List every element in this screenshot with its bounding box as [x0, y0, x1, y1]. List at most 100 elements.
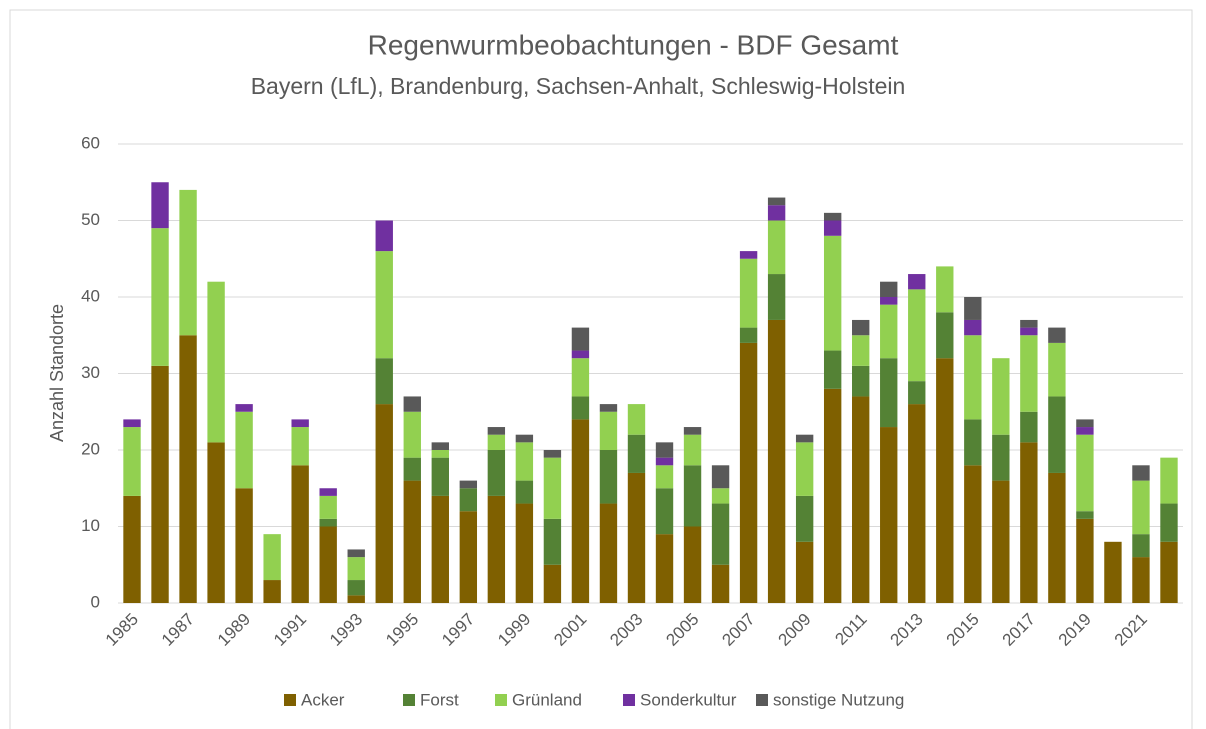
bar-segment: [151, 228, 169, 366]
bar-segment: [1076, 518, 1094, 603]
bar-segment: [627, 472, 646, 603]
bar-segment: [571, 396, 590, 420]
bar-segment: [767, 197, 786, 206]
bar-segment: [515, 442, 534, 481]
bar-segment: [823, 388, 842, 603]
y-tick-label: 50: [81, 210, 100, 229]
y-axis-label: Anzahl Standorte: [47, 304, 67, 442]
bar-segment: [992, 480, 1010, 603]
legend-swatch: [403, 694, 415, 706]
bar-segment: [459, 488, 478, 512]
bar-segment: [1048, 396, 1066, 473]
bar-segment: [487, 434, 506, 450]
legend-label: sonstige Nutzung: [773, 690, 904, 709]
bar-segment: [992, 358, 1010, 435]
bar-segment: [1160, 457, 1178, 504]
bar-segment: [263, 580, 281, 603]
y-tick-label: 30: [81, 363, 100, 382]
y-tick-label: 60: [81, 133, 100, 152]
bar-segment: [319, 518, 337, 527]
bar-segment: [375, 251, 393, 359]
bar-segment: [207, 281, 225, 443]
bar-segment: [1048, 327, 1066, 343]
bar-segment: [1076, 434, 1094, 512]
bar-segment: [1132, 534, 1150, 558]
bar-segment: [823, 350, 842, 389]
bar-segment: [123, 495, 141, 603]
bar-segment: [739, 342, 758, 603]
bar-segment: [711, 503, 730, 565]
bar-segment: [319, 488, 337, 496]
bar-segment: [347, 549, 365, 558]
bar-segment: [852, 396, 870, 603]
bar-segment: [515, 480, 534, 504]
bar-segment: [711, 465, 730, 489]
bar-segment: [599, 503, 618, 603]
bar-segment: [487, 427, 506, 435]
bar-segment: [571, 419, 590, 603]
bar-segment: [795, 541, 814, 603]
bar-segment: [767, 220, 786, 275]
legend-label: Grünland: [512, 690, 582, 709]
bar-segment: [880, 281, 898, 297]
bar-segment: [1132, 557, 1150, 603]
bar-segment: [655, 465, 674, 489]
bar-segment: [908, 381, 926, 405]
bar-segment: [235, 404, 253, 412]
bar-segment: [347, 580, 365, 596]
bar-segment: [403, 457, 421, 481]
bar-segment: [487, 450, 506, 496]
bar-segment: [235, 411, 253, 489]
legend-label: Sonderkultur: [640, 690, 737, 709]
legend-swatch: [284, 694, 296, 706]
bar-segment: [1132, 480, 1150, 535]
bar-segment: [1160, 541, 1178, 603]
bar-segment: [655, 534, 674, 603]
bar-segment: [179, 189, 197, 336]
bar-segment: [1076, 511, 1094, 519]
bar-segment: [852, 365, 870, 397]
bar-segment: [459, 480, 478, 489]
bar-segment: [403, 411, 421, 458]
bar-segment: [1048, 342, 1066, 397]
bar-segment: [263, 534, 281, 581]
bar-segment: [767, 319, 786, 603]
bar-segment: [823, 220, 842, 236]
bar-segment: [823, 212, 842, 221]
bar-segment: [1048, 472, 1066, 603]
bar-segment: [880, 358, 898, 428]
bar-segment: [1020, 442, 1038, 603]
bar-segment: [739, 327, 758, 343]
legend-label: Forst: [420, 690, 459, 709]
bar-segment: [655, 457, 674, 466]
bar-segment: [207, 442, 225, 603]
bar-segment: [515, 434, 534, 443]
bar-segment: [543, 457, 562, 519]
bar-segment: [683, 434, 702, 466]
bar-segment: [375, 404, 393, 603]
bar-segment: [543, 518, 562, 565]
y-tick-label: 10: [81, 516, 100, 535]
bar-segment: [964, 465, 982, 603]
bar-segment: [908, 404, 926, 603]
bar-segment: [1020, 319, 1038, 328]
bar-segment: [123, 419, 141, 428]
bar-segment: [487, 495, 506, 603]
y-tick-label: 40: [81, 286, 100, 305]
bar-segment: [431, 442, 449, 450]
bar-segment: [515, 503, 534, 603]
bar-segment: [571, 327, 590, 351]
bar-segment: [431, 450, 449, 458]
bar-segment: [627, 434, 646, 473]
bar-segment: [683, 526, 702, 603]
bar-segment: [964, 319, 982, 336]
bar-segment: [459, 511, 478, 603]
bar-segment: [1020, 411, 1038, 443]
bar-segment: [179, 335, 197, 603]
legend-label: Acker: [301, 690, 345, 709]
bar-segment: [852, 335, 870, 366]
bar-segment: [1020, 327, 1038, 336]
bar-segment: [291, 465, 309, 603]
bar-segment: [235, 488, 253, 603]
bar-segment: [908, 274, 926, 290]
